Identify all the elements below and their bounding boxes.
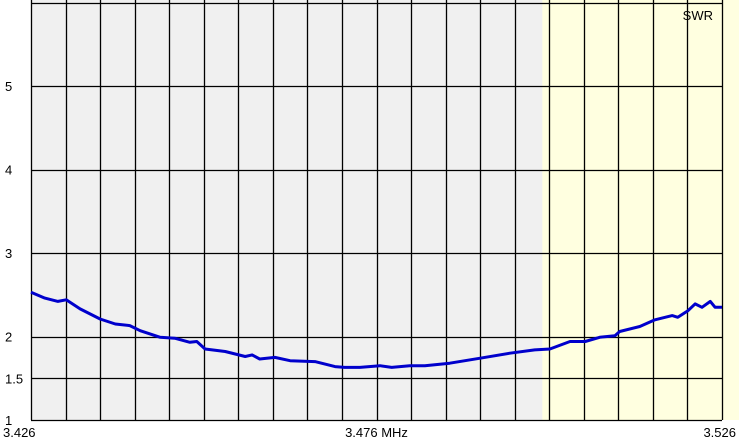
x-tick-label: 3.526 bbox=[703, 425, 736, 440]
y-tick-label: 5 bbox=[5, 79, 12, 94]
x-tick-label: 3.426 bbox=[3, 425, 36, 440]
x-tick-labels: 3.426 3.476 MHz 3.526 bbox=[3, 425, 736, 440]
y-tick-label: 1.5 bbox=[5, 371, 23, 386]
y-tick-label: 4 bbox=[5, 163, 12, 178]
plot-background bbox=[31, 0, 739, 420]
y-tick-label: 3 bbox=[5, 246, 12, 261]
legend-swr: SWR bbox=[683, 8, 713, 23]
band-highlight bbox=[542, 0, 739, 420]
y-tick-label: 2 bbox=[5, 330, 12, 345]
x-tick-label: 3.476 MHz bbox=[345, 425, 408, 440]
